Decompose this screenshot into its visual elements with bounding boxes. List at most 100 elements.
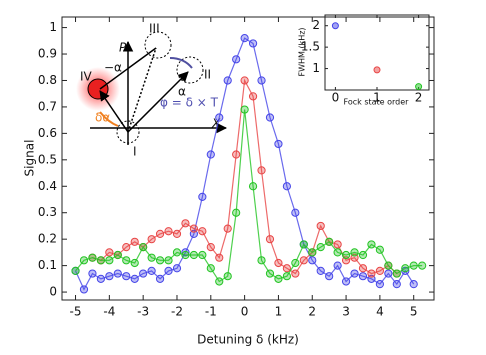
label-phi: φ = δ × T <box>160 96 219 110</box>
inset-frame <box>324 14 430 91</box>
data-point <box>316 221 325 231</box>
data-point <box>308 248 317 257</box>
x-tick-label: 2 <box>415 91 423 105</box>
data-point <box>223 76 232 85</box>
data-point <box>325 272 334 281</box>
y-tick-label: 0.9 <box>38 47 57 61</box>
series-line <box>75 109 423 283</box>
data-point <box>308 256 317 265</box>
x-tick-label: -5 <box>70 305 82 319</box>
data-point <box>341 277 351 286</box>
data-point <box>122 256 131 265</box>
x-tick-label: 1 <box>373 91 381 105</box>
data-point <box>375 245 384 254</box>
data-point <box>248 182 258 191</box>
data-point <box>333 240 342 249</box>
data-point <box>164 256 173 265</box>
data-point <box>350 269 359 278</box>
x-tick-label: 0 <box>332 91 340 105</box>
data-point <box>415 83 423 91</box>
data-point <box>350 248 359 257</box>
y-axis-label: Signal <box>23 140 37 177</box>
data-point <box>282 272 291 281</box>
data-point <box>257 76 266 85</box>
data-point <box>316 266 325 276</box>
data-point <box>291 258 300 268</box>
data-point <box>88 253 97 262</box>
data-point <box>155 229 165 238</box>
y-tick-label: 2 <box>312 18 320 32</box>
inset-y-label: FWHM (kHz) <box>298 27 307 76</box>
data-point <box>164 266 173 276</box>
data-point <box>147 253 156 262</box>
data-point <box>139 269 148 278</box>
data-point <box>367 269 376 278</box>
data-point <box>232 150 241 159</box>
data-point <box>172 229 182 238</box>
data-point <box>265 113 275 122</box>
data-point <box>316 243 325 252</box>
y-tick-label: 0.5 <box>38 152 57 166</box>
data-point <box>164 227 173 236</box>
x-tick-label: 0 <box>241 305 249 319</box>
data-point <box>232 208 241 217</box>
data-point <box>130 258 139 268</box>
data-point <box>265 235 275 244</box>
data-point <box>155 256 165 265</box>
data-point <box>198 227 207 236</box>
data-point <box>392 269 401 278</box>
x-tick-label: -1 <box>205 305 217 319</box>
x-tick-label: -4 <box>103 305 115 319</box>
data-point <box>325 237 334 246</box>
data-point <box>331 22 339 30</box>
data-point <box>215 277 224 286</box>
data-point <box>96 256 105 265</box>
label-delta-alpha: δα <box>95 111 110 125</box>
x-tick-label: 4 <box>376 305 384 319</box>
y-tick-label: 1 <box>312 61 320 75</box>
x-tick-label: -3 <box>137 305 149 319</box>
data-point <box>282 264 291 273</box>
label-i: I <box>133 145 137 159</box>
x-tick-label: 3 <box>342 305 350 319</box>
data-point <box>88 269 97 278</box>
data-point <box>401 264 410 273</box>
label-x: X <box>211 117 221 131</box>
data-point <box>96 274 105 283</box>
data-point <box>189 250 198 260</box>
data-point <box>282 182 291 191</box>
arrow <box>99 47 157 90</box>
x-tick-label: 1 <box>275 305 283 319</box>
data-point <box>147 266 156 276</box>
data-point <box>181 219 190 228</box>
data-point <box>375 266 384 276</box>
y-tick-label: 1 <box>49 20 57 34</box>
data-point <box>299 240 308 249</box>
data-point <box>299 256 308 265</box>
y-tick-label: 0.6 <box>38 126 57 140</box>
series-line <box>74 37 415 291</box>
data-point <box>274 139 283 149</box>
data-point <box>341 250 351 260</box>
data-point <box>392 280 401 289</box>
y-tick-label: 0.8 <box>38 73 57 87</box>
y-tick-label: 0.7 <box>38 99 57 113</box>
y-tick-label: 1.5 <box>301 40 320 54</box>
data-point <box>172 264 182 273</box>
data-point <box>375 280 384 289</box>
data-point <box>333 261 342 270</box>
data-point <box>113 250 122 260</box>
state-iii <box>144 31 172 59</box>
label-alpha: α <box>178 85 186 99</box>
phi-arc <box>169 57 193 69</box>
data-point <box>113 269 122 278</box>
data-point <box>358 250 368 260</box>
data-point <box>105 248 114 257</box>
data-point <box>206 243 215 252</box>
data-point <box>139 243 148 252</box>
state-ii <box>176 56 204 84</box>
arrow <box>127 47 157 133</box>
label-iii: III <box>149 22 160 36</box>
data-point <box>257 256 266 265</box>
data-point <box>181 250 190 260</box>
